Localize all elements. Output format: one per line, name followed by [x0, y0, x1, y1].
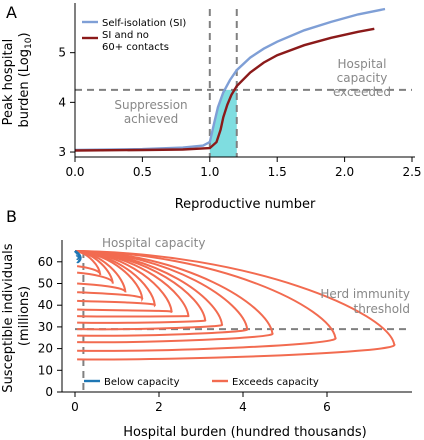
panel-a-ylabel: Peak hospital burden (Log10): [1, 32, 34, 127]
panel-a-xtick-label: 2.0: [335, 165, 354, 179]
panel-a-xtick-label: 1.5: [268, 165, 287, 179]
exceeds-capacity-trajectory: [74, 250, 337, 352]
panel-a-xlabel: Reproductive number: [175, 197, 316, 212]
panel-b-ytick-label: 40: [38, 298, 53, 312]
panel-b-ytick-label: 50: [38, 277, 53, 291]
panel-b-ytick-label: 0: [45, 385, 53, 399]
panel-a-ticks: 0.0 0.5 1.0 1.5 2.0 2.5 3 4 5: [58, 46, 421, 179]
panel-a-ytick-label: 3: [58, 145, 66, 159]
legend-label-si: Self-isolation (SI): [102, 18, 186, 29]
panel-b-xtick-label: 0: [71, 400, 79, 414]
exceeds-capacity-trajectory: [74, 250, 156, 308]
series-si-no-60-contacts: [75, 27, 375, 152]
panel-b-label: B: [6, 207, 17, 226]
exceeds-capacity-trajectory: [74, 250, 114, 284]
panel-a-ylabel-suffix: ): [17, 32, 32, 37]
exceeds-capacity-trajectory: [74, 250, 127, 294]
annotation-herd-immunity-1: Herd immunity: [320, 287, 410, 301]
panel-a-xtick-label: 0.5: [133, 165, 152, 179]
series-self-isolation: [75, 7, 386, 152]
legend-label-below: Below capacity: [104, 377, 180, 388]
legend-label-si-no-60-1: SI and no: [102, 30, 149, 41]
panel-b-trajectories: [73, 250, 396, 361]
panel-a-ylabel-sub: 10: [24, 37, 34, 49]
annotation-capacity-exceeded-3: exceeded: [333, 85, 391, 99]
exceeds-capacity-trajectory: [74, 250, 102, 276]
exceeds-capacity-trajectory: [74, 250, 224, 331]
panel-b-ytick-label: 60: [38, 255, 53, 269]
below-capacity-trajectory: [73, 250, 79, 257]
annotation-suppression-1: Suppression: [114, 98, 187, 112]
annotation-hospital-capacity: Hospital capacity: [102, 236, 205, 250]
legend-label-si-no-60-2: 60+ contacts: [102, 42, 169, 53]
panel-a-ytick-label: 5: [58, 46, 66, 60]
panel-b-ytick-label: 20: [38, 342, 53, 356]
panel-b-legend: Below capacity Exceeds capacity: [84, 377, 319, 388]
panel-b-ylabel: Susceptible individuals (millions): [1, 239, 32, 392]
panel-b-xtick-label: 6: [323, 400, 331, 414]
panel-a-xtick-label: 1.0: [200, 165, 219, 179]
panel-a-legend: Self-isolation (SI) SI and no 60+ contac…: [82, 18, 186, 53]
exceeds-capacity-trajectory: [74, 250, 173, 314]
exceeds-capacity-trajectory: [74, 250, 274, 344]
exceeds-capacity-trajectory: [74, 250, 190, 318]
panel-b-xlabel: Hospital burden (hundred thousands): [123, 425, 367, 440]
panel-b-xtick-label: 4: [239, 400, 247, 414]
panel-b-ylabel-line1: Susceptible individuals: [1, 243, 16, 392]
annotation-capacity-exceeded-1: Hospital: [338, 57, 387, 71]
panel-a-xtick-label: 0.0: [65, 165, 84, 179]
annotation-capacity-exceeded-2: capacity: [337, 71, 388, 85]
panel-b-ylabel-line2: (millions): [17, 286, 32, 346]
panel-a-ytick-label: 4: [58, 95, 66, 109]
panel-a-ylabel-line2: burden (Log: [17, 49, 32, 128]
annotation-suppression-2: achieved: [124, 112, 178, 126]
panel-b-xtick-label: 2: [155, 400, 163, 414]
panel-a: A 0.0 0.5 1.0 1.5 2.0 2.5 3 4 5 Reproductive num…: [1, 3, 422, 212]
panel-b-ytick-label: 30: [38, 320, 53, 334]
panel-a-ylabel-line1: Peak hospital: [1, 39, 16, 126]
panel-b-ytick-label: 10: [38, 363, 53, 377]
exceeds-capacity-trajectory: [74, 250, 207, 324]
panel-a-xtick-label: 2.5: [402, 165, 421, 179]
exceeds-capacity-trajectory: [74, 250, 396, 361]
panel-a-label: A: [6, 3, 17, 22]
annotation-herd-immunity-2: threshold: [353, 302, 410, 316]
exceeds-capacity-trajectory: [74, 250, 144, 303]
exceeds-capacity-trajectory: [74, 250, 249, 337]
legend-label-exceeds: Exceeds capacity: [232, 377, 319, 388]
